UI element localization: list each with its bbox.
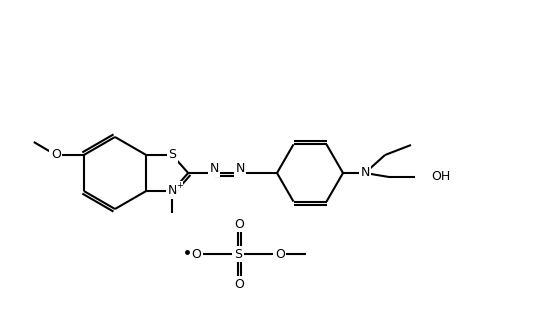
Text: N: N — [210, 163, 219, 175]
Text: N: N — [360, 167, 370, 179]
Text: O: O — [275, 248, 285, 260]
Text: S: S — [234, 248, 242, 260]
Text: OH: OH — [431, 170, 450, 183]
Text: N: N — [235, 163, 245, 175]
Text: +: + — [176, 180, 183, 190]
Text: N: N — [167, 184, 177, 198]
Text: O: O — [234, 278, 244, 291]
Text: S: S — [168, 149, 176, 162]
Text: O: O — [51, 149, 61, 162]
Text: O: O — [234, 217, 244, 230]
Text: O: O — [191, 248, 201, 260]
